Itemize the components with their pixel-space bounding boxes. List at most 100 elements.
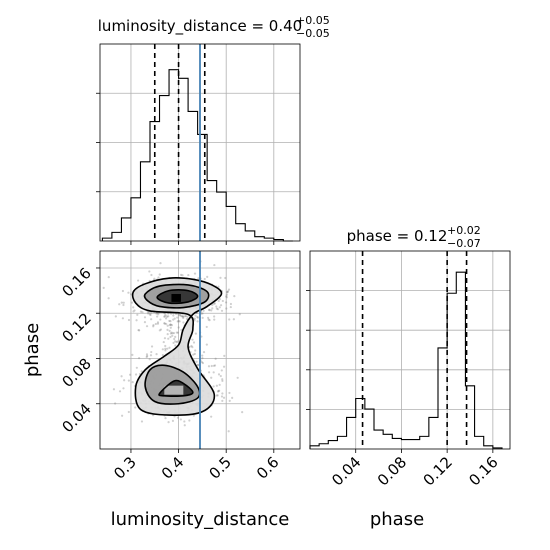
sample-point (148, 311, 151, 314)
sample-point (216, 308, 220, 311)
sample-point (200, 360, 204, 364)
sample-point (227, 288, 231, 291)
sample-point (164, 349, 167, 352)
sample-point (184, 314, 188, 318)
sample-point (182, 316, 185, 320)
panel-phase-histogram: 0.04 0.08 0.12 0.16 (306, 250, 511, 489)
xtick-label-phase-2: 0.12 (420, 453, 456, 489)
sample-point (118, 390, 122, 393)
sample-point (137, 328, 140, 332)
sample-point (156, 322, 160, 325)
ylabel-phase: phase (22, 323, 43, 377)
sample-point (216, 390, 220, 393)
sample-point (210, 309, 213, 312)
sample-point (206, 275, 209, 279)
sample-point (205, 343, 208, 346)
sample-point (169, 323, 172, 326)
sample-point (177, 319, 180, 323)
sample-point (211, 303, 214, 307)
sample-point (221, 299, 224, 303)
sample-point (131, 380, 134, 384)
sample-point (139, 310, 143, 313)
sample-point (208, 308, 211, 311)
sample-point (223, 354, 226, 357)
sample-point (123, 379, 126, 382)
sample-point (169, 326, 172, 329)
sample-point (194, 349, 197, 352)
sample-point (146, 354, 149, 358)
sample-point (127, 379, 130, 382)
sample-point (156, 315, 159, 318)
sample-point (210, 415, 213, 418)
sample-point (181, 315, 185, 318)
sample-point (131, 353, 134, 356)
sample-point (176, 320, 179, 323)
sample-point (152, 414, 155, 417)
sample-point (177, 326, 180, 329)
sample-point (183, 315, 187, 318)
sample-point (215, 307, 218, 310)
sample-point (170, 331, 173, 334)
sample-point (145, 353, 149, 356)
sample-point (241, 411, 244, 414)
sample-point (221, 399, 224, 402)
sample-point (158, 329, 161, 332)
contour-line-4 (158, 379, 194, 397)
sample-point (218, 389, 221, 392)
sample-point (163, 337, 167, 340)
sample-point (225, 295, 228, 298)
histogram-phase (309, 271, 503, 449)
sample-point (210, 376, 213, 379)
title-phase-sub: −0.07 (447, 237, 481, 250)
sample-point (163, 322, 166, 325)
sample-point (201, 312, 204, 315)
sample-point (196, 315, 199, 319)
sample-point (218, 298, 222, 301)
sample-point (213, 318, 216, 321)
sample-point (196, 316, 199, 319)
ytick-label-0: 0.04 (58, 400, 94, 436)
sample-point (195, 360, 198, 363)
sample-point (186, 315, 189, 318)
sample-point (178, 314, 181, 317)
sample-point (216, 394, 219, 397)
title-phase-sup: +0.02 (447, 224, 481, 237)
sample-point (175, 331, 178, 334)
title-luminosity-distance-sub: −0.05 (296, 27, 330, 40)
sample-point (166, 315, 169, 318)
sample-point (114, 402, 117, 405)
sample-point (159, 262, 162, 265)
sample-point (165, 322, 168, 326)
sample-point (130, 301, 134, 304)
sample-point (176, 416, 180, 419)
sample-point (130, 293, 133, 296)
sample-point (167, 421, 170, 424)
sample-point (107, 275, 110, 279)
sample-point (171, 332, 174, 335)
sample-point (225, 307, 228, 310)
sample-point (118, 303, 121, 306)
sample-point (135, 366, 138, 369)
sample-point (207, 365, 211, 368)
density-core-lower (164, 385, 184, 395)
title-luminosity-distance-sup: +0.05 (296, 14, 330, 27)
sample-point (172, 331, 176, 335)
contour-line-0 (131, 277, 223, 416)
sample-point (182, 315, 185, 318)
sample-point (170, 324, 173, 327)
sample-point (181, 315, 184, 318)
sample-point (176, 316, 179, 319)
sample-point (192, 341, 196, 344)
sample-point (155, 353, 158, 356)
panel-joint-scatter: 0.3 0.4 0.5 0.6 0.04 0.08 0.12 0.16 (58, 250, 301, 483)
sample-point (207, 316, 210, 319)
sample-point (150, 318, 153, 321)
sample-point (191, 338, 194, 341)
sample-point (162, 340, 165, 344)
sample-point (102, 286, 105, 289)
sample-point (224, 301, 228, 304)
sample-point (174, 340, 177, 343)
sample-point (164, 347, 167, 350)
sample-point (168, 346, 171, 349)
